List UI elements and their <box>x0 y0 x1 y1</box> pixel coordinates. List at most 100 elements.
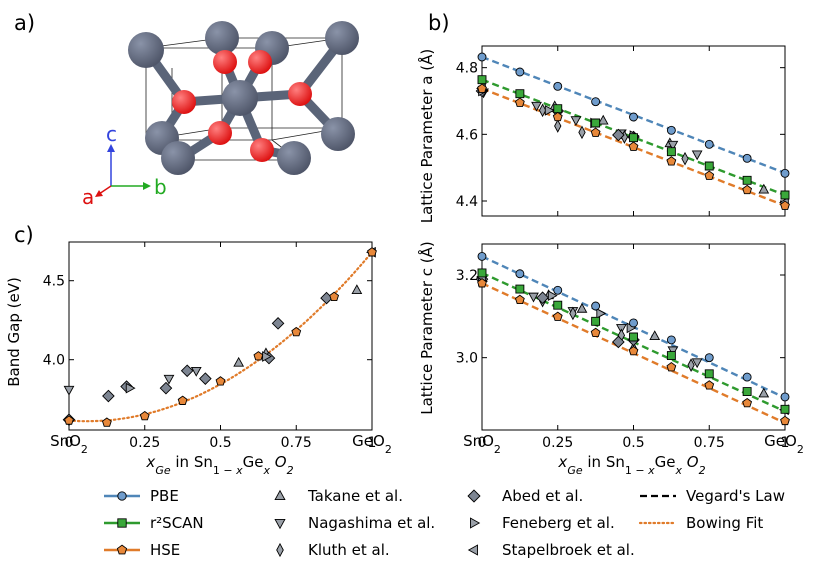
xlabel-b: xGe in Sn1 − xGex O2 <box>557 453 705 477</box>
calc-point-HSE <box>590 327 601 338</box>
expt-point-takane <box>649 330 661 340</box>
calc-point-HSE <box>628 345 639 356</box>
calc-point-HSE <box>177 395 188 405</box>
plot-band-gap: 4.0 4.5 0 0.25 0.5 0.75 1 <box>43 241 377 451</box>
legend-marker <box>116 544 128 555</box>
y-tick-label: 4.6 <box>456 127 478 143</box>
tin-atom <box>222 80 258 116</box>
expt-point-feneberg <box>596 308 607 319</box>
calc-point-PBE <box>515 67 525 77</box>
legend-item-bowing: Bowing Fit <box>638 514 763 532</box>
expt-point-takane <box>597 114 609 125</box>
legend-item-stapelbroek: Stapelbroek et al. <box>467 541 635 559</box>
x-end-right-b: GeO2 <box>764 432 804 456</box>
y-tick-label: 3.0 <box>456 351 478 367</box>
legend-item-abed: Abed et al. <box>467 487 583 505</box>
x-end-right-c: GeO2 <box>352 432 392 456</box>
expt-point-nagashima <box>667 346 679 357</box>
orientation-axes: c a b <box>82 122 167 209</box>
calc-point-PBE <box>666 125 676 135</box>
calc-point-HSE <box>704 170 715 180</box>
oxygen-atom <box>213 50 237 74</box>
calc-point-r2SCAN <box>742 175 752 185</box>
expt-point-kluth <box>687 358 695 372</box>
calc-point-HSE <box>666 362 677 372</box>
x-tick-label: 0.25 <box>129 435 160 451</box>
legend-label: HSE <box>150 541 180 559</box>
calc-point-r2SCAN <box>666 147 676 157</box>
tin-atom <box>128 32 164 68</box>
x-tick-label: 0.5 <box>209 435 231 451</box>
calc-point-r2SCAN <box>515 284 525 294</box>
tin-atom <box>205 21 239 55</box>
calc-point-PBE <box>515 269 525 279</box>
calc-point-PBE <box>477 251 487 261</box>
legend: PBE r²SCAN HSE Takane et al. Nagashima et al… <box>104 487 785 559</box>
plot-lattice-c: 3.0 3.2 0 0.25 0.5 0.75 1 <box>456 243 790 451</box>
calc-point-HSE <box>139 410 150 421</box>
legend-label: PBE <box>150 487 179 505</box>
legend-label: Abed et al. <box>502 487 583 505</box>
calc-point-r2SCAN <box>704 161 714 171</box>
vegard-line-HSE <box>481 87 786 207</box>
expt-point-nagashima <box>570 116 582 126</box>
expt-point-nagashima <box>691 150 703 161</box>
calc-point-PBE <box>704 139 714 149</box>
calc-point-PBE <box>742 372 752 382</box>
expt-point-kluth <box>538 103 547 118</box>
calc-point-PBE <box>704 353 714 363</box>
legend-item-kluth: Kluth et al. <box>276 541 390 559</box>
legend-item-takane: Takane et al. <box>274 487 403 505</box>
legend-label: Takane et al. <box>307 487 403 505</box>
y-tick-label: 4.8 <box>456 61 478 77</box>
panel-label-c: c) <box>14 223 34 247</box>
expt-point-nagashima <box>531 101 542 112</box>
expt-point-abed <box>199 372 212 385</box>
calc-point-HSE <box>552 311 563 321</box>
expt-point-abed <box>159 381 173 395</box>
expt-point-kluth <box>681 151 689 166</box>
calc-point-HSE <box>253 351 264 361</box>
legend-marker <box>274 519 286 530</box>
legend-label: Kluth et al. <box>308 541 390 559</box>
calc-point-PBE <box>629 318 638 328</box>
x-end-left-b: SnO2 <box>463 432 501 456</box>
legend-marker <box>117 518 127 528</box>
calc-point-HSE <box>64 415 74 425</box>
expt-point-abed <box>612 128 625 142</box>
calc-point-HSE <box>367 247 377 257</box>
calc-point-HSE <box>590 127 601 137</box>
crystal-structure: c a b <box>82 21 359 209</box>
tin-atom <box>321 117 355 151</box>
legend-item-nagashima: Nagashima et al. <box>274 514 435 532</box>
legend-label: Vegard's Law <box>686 487 785 505</box>
legend-item-feneberg: Feneberg et al. <box>470 514 615 532</box>
vegard-line-PBE <box>481 55 786 175</box>
legend-label: Bowing Fit <box>686 514 763 532</box>
calc-point-r2SCAN <box>553 300 563 310</box>
calc-point-PBE <box>742 153 752 163</box>
expt-point-abed <box>102 389 115 403</box>
expt-point-nagashima <box>163 374 175 385</box>
expt-point-nagashima <box>667 140 679 151</box>
expt-point-takane <box>233 356 245 367</box>
calc-point-r2SCAN <box>477 268 487 278</box>
oxygen-atom <box>288 82 312 106</box>
axis-label-c: c <box>106 122 117 146</box>
calc-point-PBE <box>553 285 563 295</box>
legend-marker <box>467 544 478 556</box>
x-tick-label: 1 <box>368 435 377 451</box>
expt-point-kluth <box>569 306 577 321</box>
x-tick-label: 0.75 <box>694 435 725 451</box>
ylabel-band-gap: Band Gap (eV) <box>5 277 23 387</box>
expt-point-abed <box>271 317 285 330</box>
calc-point-HSE <box>780 415 790 426</box>
axis-label-a: a <box>82 185 94 209</box>
calc-point-HSE <box>552 111 563 122</box>
calc-point-r2SCAN <box>629 133 638 143</box>
calc-point-PBE <box>591 301 601 311</box>
x-tick-label: 0.25 <box>542 435 573 451</box>
calc-point-HSE <box>291 326 302 337</box>
legend-marker <box>470 517 481 529</box>
